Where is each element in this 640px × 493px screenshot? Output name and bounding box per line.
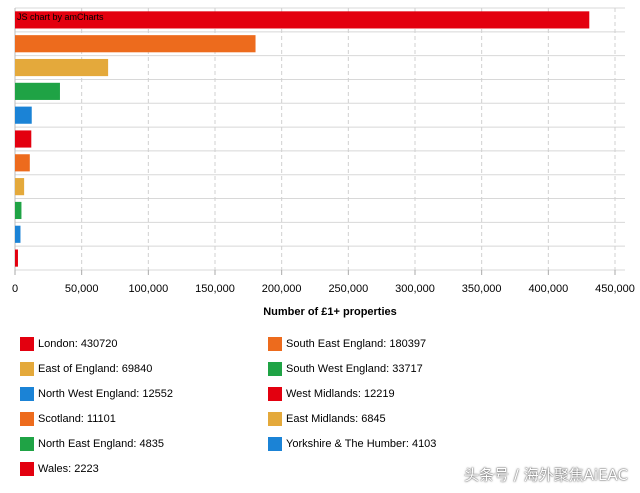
- legend-label: East Midlands: 6845: [286, 413, 386, 425]
- x-axis-title: Number of £1+ properties: [263, 306, 397, 318]
- x-tick-label: 150,000: [195, 283, 235, 295]
- x-tick-label: 350,000: [462, 283, 502, 295]
- x-tick-label: 50,000: [65, 283, 99, 295]
- bar-chart: 0 50,000 100,000 150,000 200,000 250,000 300,0…: [12, 7, 635, 318]
- legend-item[interactable]: South West England: 33717: [268, 361, 423, 377]
- bar-london: [15, 11, 590, 29]
- legend-swatch: [268, 337, 282, 351]
- x-tick-label: 200,000: [262, 283, 302, 295]
- bar-east-of-england: [15, 58, 109, 77]
- legend-swatch: [20, 437, 34, 451]
- x-tick-label: 400,000: [528, 283, 568, 295]
- legend-item[interactable]: Scotland: 11101: [20, 411, 116, 427]
- bar-south-west-england: [15, 82, 60, 100]
- chart-credit: JS chart by amCharts: [17, 12, 104, 22]
- legend-label: London: 430720: [38, 338, 118, 350]
- x-tick-label: 0: [12, 283, 18, 295]
- legend-swatch: [20, 362, 34, 376]
- legend-item[interactable]: Wales: 2223: [20, 461, 99, 477]
- legend-label: South West England: 33717: [286, 363, 423, 375]
- x-tick-label: 250,000: [328, 283, 368, 295]
- bar-east-midlands: [15, 178, 25, 196]
- x-tick-label: 100,000: [128, 283, 168, 295]
- legend-item[interactable]: North West England: 12552: [20, 386, 173, 402]
- bar-north-west-england: [15, 106, 32, 124]
- legend-label: South East England: 180397: [286, 338, 427, 350]
- legend-swatch: [20, 462, 34, 476]
- legend-label: Yorkshire & The Humber: 4103: [286, 438, 437, 450]
- bar-wales: [15, 249, 18, 267]
- legend-label: North West England: 12552: [38, 388, 173, 400]
- legend-swatch: [268, 412, 282, 426]
- legend-swatch: [20, 412, 34, 426]
- legend-label: West Midlands: 12219: [286, 388, 395, 400]
- legend-swatch: [20, 337, 34, 351]
- bar-scotland: [15, 154, 30, 172]
- x-tick-label: 450,000: [595, 283, 635, 295]
- legend-item[interactable]: West Midlands: 12219: [268, 386, 395, 402]
- watermark: 头条号 / 海外聚焦AiEAC: [464, 466, 628, 484]
- bar-yorkshire-the-humber: [15, 225, 21, 243]
- legend-item[interactable]: East Midlands: 6845: [268, 411, 386, 427]
- bar-south-east-england: [15, 35, 256, 53]
- bar-north-east-england: [15, 201, 22, 220]
- legend-item[interactable]: Yorkshire & The Humber: 4103: [268, 436, 436, 452]
- bar-west-midlands: [15, 130, 32, 148]
- legend-swatch: [268, 362, 282, 376]
- legend-label: Wales: 2223: [38, 463, 99, 475]
- legend-label: North East England: 4835: [38, 438, 164, 450]
- legend-item[interactable]: London: 430720: [20, 336, 118, 352]
- legend-label: Scotland: 11101: [38, 413, 116, 425]
- legend-swatch: [268, 437, 282, 451]
- legend-swatch: [268, 387, 282, 401]
- legend-label: East of England: 69840: [38, 363, 153, 375]
- legend-item[interactable]: East of England: 69840: [20, 361, 152, 377]
- legend-item[interactable]: South East England: 180397: [268, 336, 426, 352]
- legend-item[interactable]: North East England: 4835: [20, 436, 164, 452]
- x-tick-label: 300,000: [395, 283, 435, 295]
- legend-swatch: [20, 387, 34, 401]
